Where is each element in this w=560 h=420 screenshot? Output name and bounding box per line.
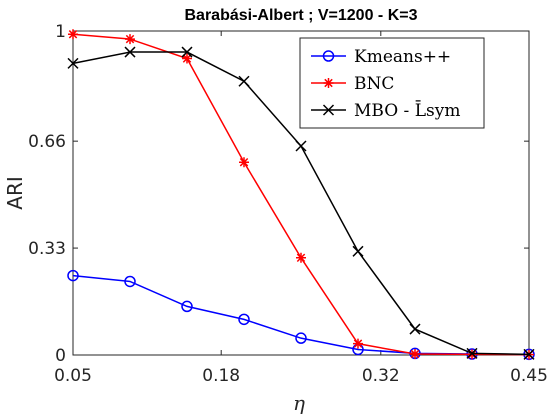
legend-marker bbox=[322, 50, 335, 62]
legend-label: MBO - L̄sym bbox=[354, 99, 460, 121]
x-axis-label: η bbox=[293, 391, 305, 415]
x-tick-label: 0.18 bbox=[202, 366, 240, 386]
data-point bbox=[238, 313, 250, 326]
legend-label: Kmeans++ bbox=[354, 47, 451, 67]
data-point bbox=[239, 157, 249, 168]
y-tick-label: 0.33 bbox=[28, 239, 66, 259]
data-point bbox=[67, 57, 79, 69]
data-point bbox=[523, 348, 535, 360]
x-tick-label: 0.32 bbox=[362, 366, 400, 386]
data-point bbox=[295, 140, 307, 152]
data-point bbox=[181, 300, 193, 313]
y-tick-label: 0.66 bbox=[28, 132, 66, 152]
legend-label: BNC bbox=[354, 74, 394, 94]
legend-item: BNC bbox=[311, 74, 394, 94]
series-2 bbox=[67, 46, 535, 360]
x-tick-label: 0.05 bbox=[54, 366, 92, 386]
data-point bbox=[352, 245, 364, 257]
data-point bbox=[295, 332, 307, 344]
data-point bbox=[181, 46, 193, 58]
y-axis-label: ARI bbox=[3, 176, 27, 209]
data-point bbox=[410, 349, 420, 360]
y-tick-label: 1 bbox=[55, 22, 66, 42]
data-point bbox=[68, 29, 78, 40]
legend-item: MBO - L̄sym bbox=[311, 99, 460, 121]
data-point bbox=[182, 53, 192, 64]
series-layer bbox=[67, 29, 535, 361]
y-tick-label: 0 bbox=[55, 346, 66, 366]
data-point bbox=[238, 75, 250, 87]
legend-marker bbox=[322, 104, 335, 116]
legend-item: Kmeans++ bbox=[311, 47, 451, 67]
data-point bbox=[353, 338, 363, 349]
chart-title: Barabási-Albert ; V=1200 - K=3 bbox=[185, 7, 418, 24]
legend-marker bbox=[323, 78, 334, 88]
data-point bbox=[409, 323, 421, 335]
data-point bbox=[125, 34, 135, 45]
x-tick-label: 0.45 bbox=[510, 366, 548, 386]
data-point bbox=[67, 269, 79, 282]
y-axis: 0 0.33 0.66 1 bbox=[28, 22, 529, 366]
data-point bbox=[466, 347, 478, 359]
data-point bbox=[124, 275, 136, 288]
legend: Kmeans++ BNC MBO - L̄sym bbox=[299, 37, 485, 129]
data-point bbox=[124, 46, 136, 58]
data-point bbox=[296, 252, 306, 263]
